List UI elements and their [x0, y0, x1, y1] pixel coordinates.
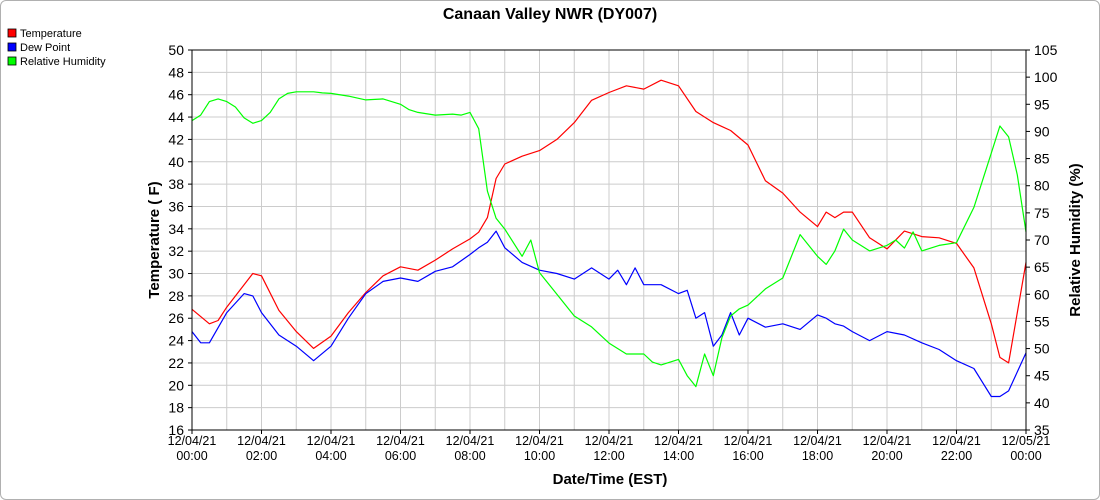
x-tick-time-label: 10:00 — [524, 449, 555, 463]
x-tick-date-label: 12/04/21 — [515, 434, 564, 448]
x-tick-time-label: 20:00 — [871, 449, 902, 463]
relative-humidity-legend-swatch — [7, 56, 17, 66]
x-tick-date-label: 12/04/21 — [585, 434, 634, 448]
y-right-tick-label: 35 — [1034, 422, 1050, 438]
dew-point-line — [191, 230, 1027, 398]
x-tick-date-label: 12/04/21 — [793, 434, 842, 448]
y-left-tick-label: 46 — [168, 87, 184, 103]
series-group — [191, 79, 1027, 398]
y-right-tick-label: 55 — [1034, 313, 1050, 329]
y-left-axis-title: Temperature ( F) — [146, 181, 163, 298]
y-left-tick-label: 38 — [168, 176, 184, 192]
y-right-tick-label: 75 — [1034, 205, 1050, 221]
x-tick-time-label: 18:00 — [802, 449, 833, 463]
temperature-line — [191, 79, 1027, 364]
x-tick-date-label: 12/04/21 — [237, 434, 286, 448]
y-left-tick-label: 42 — [168, 131, 184, 147]
x-tick-time-label: 14:00 — [663, 449, 694, 463]
y-left-tick-label: 48 — [168, 64, 184, 80]
x-tick-date-label: 12/04/21 — [932, 434, 981, 448]
x-tick-time-label: 04:00 — [315, 449, 346, 463]
y-left-tick-label: 32 — [168, 243, 184, 259]
relative-humidity-legend-label: Relative Humidity — [20, 56, 106, 68]
dew-point-legend-label: Dew Point — [20, 42, 70, 54]
y-left-tick-label: 28 — [168, 288, 184, 304]
x-tick-time-label: 22:00 — [941, 449, 972, 463]
y-right-tick-label: 80 — [1034, 178, 1050, 194]
temperature-legend-label: Temperature — [20, 28, 82, 40]
temperature-legend-swatch — [7, 28, 17, 38]
y-right-tick-label: 65 — [1034, 259, 1050, 275]
y-left-tick-label: 16 — [168, 422, 184, 438]
y-right-tick-label: 100 — [1034, 69, 1058, 85]
x-tick-time-label: 12:00 — [593, 449, 624, 463]
y-right-tick-label: 90 — [1034, 123, 1050, 139]
y-right-tick-label: 50 — [1034, 341, 1050, 357]
y-left-tick-label: 26 — [168, 310, 184, 326]
x-tick-time-label: 00:00 — [176, 449, 207, 463]
x-tick-date-label: 12/04/21 — [863, 434, 912, 448]
y-left-tick-label: 18 — [168, 400, 184, 416]
y-left-tick-label: 36 — [168, 198, 184, 214]
x-tick-date-label: 12/04/21 — [446, 434, 495, 448]
y-left-tick-label: 44 — [168, 109, 184, 125]
y-right-tick-label: 70 — [1034, 232, 1050, 248]
y-right-tick-label: 85 — [1034, 151, 1050, 167]
y-right-tick-label: 105 — [1034, 42, 1058, 58]
x-tick-date-label: 12/04/21 — [376, 434, 425, 448]
x-tick-time-label: 16:00 — [732, 449, 763, 463]
x-tick-date-label: 12/04/21 — [724, 434, 773, 448]
y-right-tick-label: 45 — [1034, 368, 1050, 384]
y-left-axis: 16 18 20 22 24 26 28 30 32 34 36 38 40 42 44 46 48 50 — [168, 42, 192, 438]
y-right-tick-label: 95 — [1034, 96, 1050, 112]
y-right-axis: 35 40 45 50 55 60 65 70 75 80 85 90 95 100 105 — [1026, 42, 1058, 438]
y-left-tick-label: 34 — [168, 221, 184, 237]
y-left-tick-label: 30 — [168, 266, 184, 282]
y-left-tick-label: 24 — [168, 333, 184, 349]
x-tick-date-label: 12/04/21 — [654, 434, 703, 448]
y-left-tick-label: 50 — [168, 42, 184, 58]
x-tick-date-label: 12/05/21 — [1002, 434, 1051, 448]
x-tick-time-label: 00:00 — [1010, 449, 1041, 463]
y-right-tick-label: 40 — [1034, 395, 1050, 411]
x-tick-time-label: 06:00 — [385, 449, 416, 463]
x-axis-title: Date/Time (EST) — [553, 471, 668, 488]
y-left-tick-label: 22 — [168, 355, 184, 371]
y-left-tick-label: 40 — [168, 154, 184, 170]
x-tick-time-label: 02:00 — [246, 449, 277, 463]
legend: Temperature Dew Point Relative Humidity — [7, 28, 106, 68]
x-tick-time-label: 08:00 — [454, 449, 485, 463]
dew-point-legend-swatch — [7, 42, 17, 52]
y-right-tick-label: 60 — [1034, 286, 1050, 302]
x-tick-date-label: 12/04/21 — [168, 434, 217, 448]
x-tick-date-label: 12/04/21 — [307, 434, 356, 448]
y-right-axis-title: Relative Humidity (%) — [1067, 163, 1084, 316]
x-axis: 12/04/2100:0012/04/2102:0012/04/2104:001… — [168, 430, 1051, 463]
y-left-tick-label: 20 — [168, 377, 184, 393]
relative-humidity-line — [191, 91, 1027, 388]
chart-title: Canaan Valley NWR (DY007) — [443, 6, 657, 23]
